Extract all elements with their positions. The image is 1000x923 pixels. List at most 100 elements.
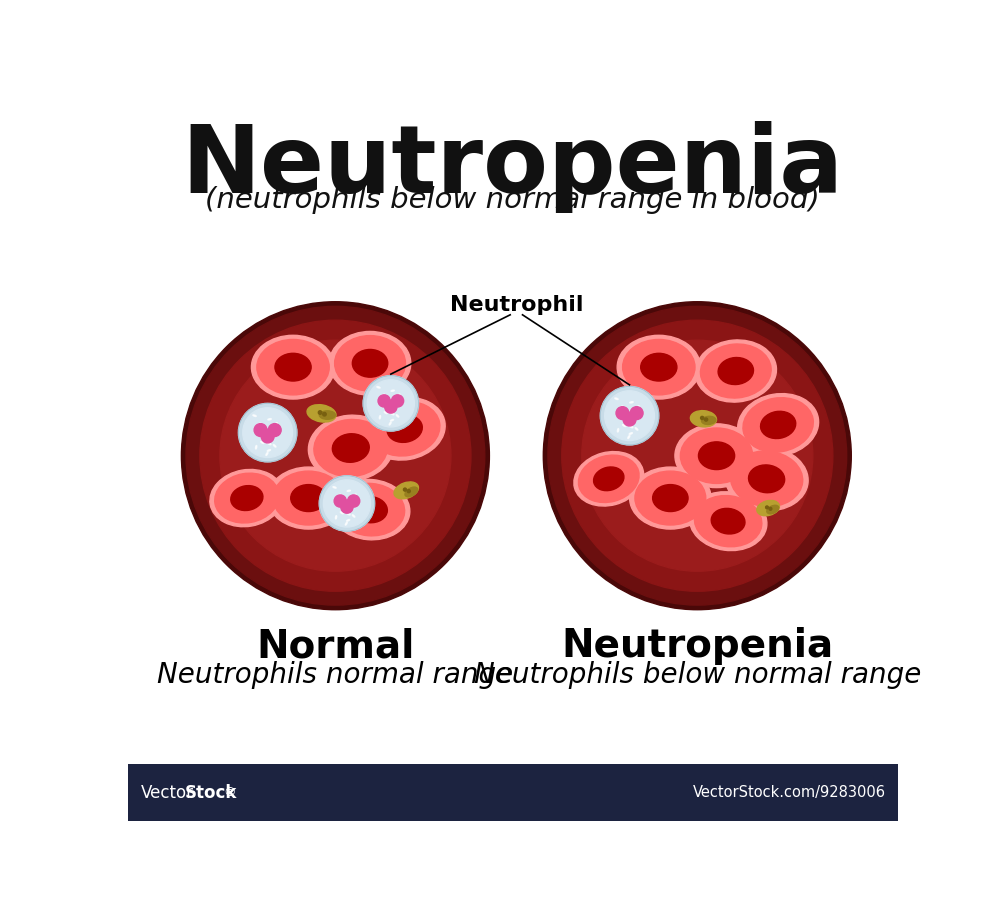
Ellipse shape	[335, 336, 405, 391]
Ellipse shape	[338, 494, 341, 497]
Ellipse shape	[231, 485, 263, 510]
Ellipse shape	[738, 393, 819, 456]
Circle shape	[181, 302, 489, 610]
Text: Neutropenia: Neutropenia	[561, 628, 833, 665]
Circle shape	[378, 395, 390, 407]
Ellipse shape	[347, 513, 350, 515]
Circle shape	[605, 390, 654, 440]
Ellipse shape	[757, 500, 779, 516]
Circle shape	[616, 407, 629, 420]
Ellipse shape	[268, 419, 271, 420]
Circle shape	[363, 376, 419, 431]
Circle shape	[186, 306, 485, 605]
Circle shape	[701, 416, 704, 420]
Ellipse shape	[210, 470, 284, 527]
Circle shape	[254, 424, 267, 437]
Ellipse shape	[272, 429, 274, 433]
Text: Neutropenia: Neutropenia	[182, 121, 844, 213]
Ellipse shape	[347, 508, 349, 511]
Ellipse shape	[675, 424, 758, 487]
Circle shape	[319, 475, 375, 531]
Text: VectorStock.com/9283006: VectorStock.com/9283006	[693, 785, 886, 800]
Ellipse shape	[749, 465, 785, 493]
Ellipse shape	[335, 484, 405, 536]
Ellipse shape	[628, 436, 630, 438]
Ellipse shape	[634, 413, 636, 415]
Ellipse shape	[275, 354, 311, 381]
Circle shape	[391, 395, 404, 407]
Ellipse shape	[274, 423, 277, 426]
Circle shape	[243, 408, 293, 458]
Ellipse shape	[273, 471, 344, 525]
Ellipse shape	[344, 507, 347, 509]
Ellipse shape	[332, 434, 369, 462]
Ellipse shape	[261, 441, 264, 443]
Ellipse shape	[256, 429, 260, 430]
Ellipse shape	[394, 482, 418, 498]
Ellipse shape	[380, 400, 383, 402]
Ellipse shape	[340, 512, 343, 514]
Ellipse shape	[342, 500, 352, 504]
Ellipse shape	[618, 412, 622, 414]
Ellipse shape	[388, 407, 391, 408]
Circle shape	[323, 480, 371, 527]
Ellipse shape	[352, 515, 355, 517]
Circle shape	[562, 320, 833, 592]
Circle shape	[705, 418, 708, 421]
Ellipse shape	[653, 485, 688, 511]
Ellipse shape	[268, 443, 271, 445]
Text: Stock: Stock	[184, 784, 237, 801]
Ellipse shape	[370, 402, 440, 456]
Ellipse shape	[743, 398, 813, 452]
Ellipse shape	[391, 390, 394, 391]
Ellipse shape	[347, 490, 350, 491]
Ellipse shape	[702, 416, 716, 425]
Ellipse shape	[641, 354, 677, 381]
Circle shape	[238, 403, 297, 462]
Ellipse shape	[718, 357, 753, 385]
Ellipse shape	[353, 494, 356, 497]
Circle shape	[367, 379, 414, 427]
Ellipse shape	[694, 496, 762, 546]
Ellipse shape	[390, 419, 394, 421]
Ellipse shape	[395, 401, 397, 403]
Circle shape	[323, 413, 326, 416]
Ellipse shape	[617, 335, 700, 399]
Ellipse shape	[690, 411, 717, 427]
Circle shape	[630, 407, 643, 420]
Ellipse shape	[267, 450, 271, 451]
Circle shape	[548, 306, 847, 605]
Ellipse shape	[353, 497, 387, 522]
Ellipse shape	[730, 451, 803, 507]
Ellipse shape	[307, 404, 336, 422]
Ellipse shape	[377, 387, 380, 388]
Ellipse shape	[700, 344, 771, 398]
Ellipse shape	[389, 422, 391, 425]
Ellipse shape	[336, 500, 340, 501]
Ellipse shape	[635, 427, 638, 430]
Ellipse shape	[314, 419, 388, 476]
Circle shape	[582, 341, 813, 571]
Ellipse shape	[351, 500, 353, 503]
Bar	[128, 763, 898, 821]
Ellipse shape	[578, 455, 639, 502]
Ellipse shape	[680, 428, 753, 484]
Ellipse shape	[257, 340, 329, 395]
Ellipse shape	[352, 350, 388, 378]
Circle shape	[318, 411, 322, 414]
Ellipse shape	[695, 340, 776, 402]
Ellipse shape	[626, 420, 630, 421]
Ellipse shape	[258, 423, 261, 426]
Ellipse shape	[335, 516, 337, 519]
Circle shape	[200, 320, 471, 592]
Ellipse shape	[330, 479, 410, 540]
Circle shape	[623, 414, 636, 426]
Ellipse shape	[630, 426, 633, 427]
Ellipse shape	[630, 421, 631, 424]
Circle shape	[766, 506, 768, 509]
Ellipse shape	[266, 452, 268, 455]
Circle shape	[348, 495, 360, 507]
Ellipse shape	[384, 412, 387, 414]
Ellipse shape	[273, 445, 276, 447]
Ellipse shape	[268, 467, 349, 529]
